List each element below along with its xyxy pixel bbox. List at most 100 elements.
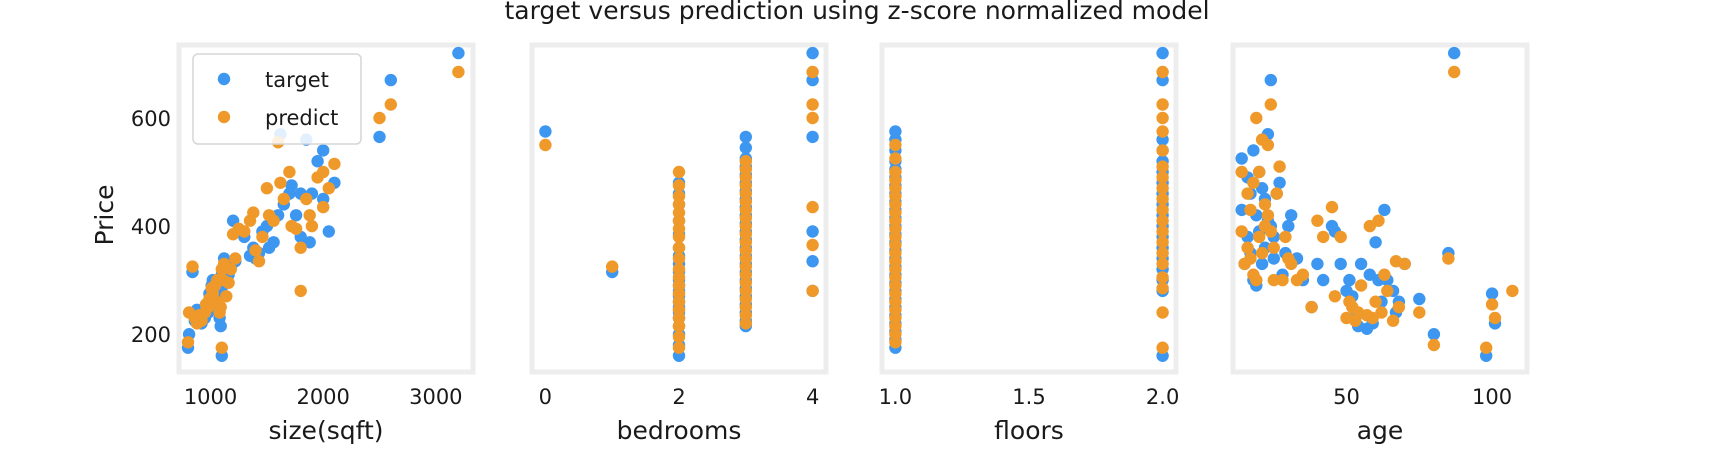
target-point — [1282, 219, 1295, 233]
predict-point — [252, 255, 266, 268]
predict-point — [672, 179, 686, 192]
target-point — [1427, 328, 1441, 341]
predict-point — [1267, 241, 1281, 254]
predict-point — [1480, 341, 1493, 354]
predict-point — [739, 155, 752, 168]
target-point — [1273, 176, 1286, 189]
target-point — [1334, 257, 1347, 271]
series-predict — [889, 65, 1169, 354]
predict-point — [1258, 198, 1272, 211]
predict-point — [1354, 279, 1368, 292]
y-axis-label: Price — [90, 185, 119, 246]
predict-point — [384, 98, 397, 111]
x-axis-label: size(sqft) — [268, 416, 383, 445]
predict-point — [806, 98, 819, 111]
x-tick-label: 0 — [539, 385, 552, 409]
target-point — [1413, 292, 1426, 306]
target-point — [1317, 273, 1330, 287]
predict-point — [1369, 295, 1382, 308]
predict-point — [1156, 111, 1169, 125]
predict-point — [305, 219, 319, 233]
predict-point — [1156, 125, 1169, 138]
target-point — [1354, 257, 1368, 271]
y-tick-label: 200 — [131, 323, 171, 347]
predict-point — [1156, 65, 1169, 79]
predict-point — [229, 252, 242, 265]
target-point — [285, 179, 298, 192]
predict-point — [1448, 65, 1461, 79]
x-axis-label: age — [1357, 416, 1404, 445]
predict-point — [1156, 271, 1169, 284]
predict-point — [1156, 214, 1169, 227]
target-point — [1448, 46, 1461, 60]
predict-point — [806, 200, 819, 214]
predict-point — [214, 300, 227, 314]
predict-point — [1156, 257, 1169, 271]
predict-point — [1156, 203, 1169, 217]
predict-point — [328, 157, 341, 171]
x-tick-label: 1.0 — [879, 385, 912, 409]
predict-point — [889, 152, 902, 165]
x-tick-label: 50 — [1333, 385, 1360, 409]
target-point — [739, 130, 752, 144]
predict-point — [1244, 252, 1257, 265]
predict-point — [1156, 236, 1169, 249]
predict-point — [1328, 290, 1342, 303]
predict-point — [1156, 192, 1169, 206]
predict-point — [238, 225, 251, 238]
x-tick-label: 3000 — [409, 385, 462, 409]
predict-point — [224, 263, 237, 276]
predict-point — [1273, 160, 1286, 173]
target-point — [1255, 257, 1269, 271]
predict-point — [806, 284, 819, 298]
predict-point — [181, 336, 195, 349]
predict-point — [1241, 241, 1254, 254]
predict-point — [1241, 187, 1254, 200]
x-axis-label: bedrooms — [617, 416, 742, 445]
predict-point — [222, 276, 235, 289]
target-point — [311, 155, 324, 168]
predict-point — [806, 65, 819, 79]
predict-point — [1506, 284, 1519, 298]
predict-point — [806, 238, 819, 252]
plot-frame — [879, 42, 1179, 375]
target-point — [806, 225, 819, 238]
predict-point — [260, 182, 274, 195]
predict-point — [1392, 300, 1406, 314]
target-point — [317, 144, 330, 157]
x-tick-label: 100 — [1472, 385, 1512, 409]
predict-point — [606, 260, 619, 273]
predict-point — [672, 165, 686, 179]
predict-point — [889, 165, 902, 179]
subplot-2: 0 2 4 bedrooms — [529, 42, 829, 445]
target-point — [1264, 73, 1278, 87]
predict-point — [220, 290, 233, 303]
target-point — [1285, 209, 1298, 222]
predict-point — [1250, 273, 1263, 287]
y-tick-label: 600 — [131, 107, 171, 131]
predict-point — [247, 206, 260, 219]
target-point — [806, 130, 819, 144]
predict-point — [1378, 268, 1391, 281]
predict-point — [1253, 230, 1266, 244]
predict-point — [1311, 214, 1324, 227]
predict-point — [1334, 230, 1347, 244]
predict-point — [1270, 187, 1283, 200]
x-axis-label: floors — [994, 416, 1064, 445]
target-point — [889, 125, 902, 138]
predict-point — [1375, 306, 1388, 319]
target-point — [1378, 203, 1391, 217]
predict-point — [1285, 257, 1298, 271]
target-point — [384, 73, 397, 87]
predict-point — [274, 176, 287, 189]
predict-point — [672, 341, 686, 354]
predict-point — [889, 138, 902, 152]
subplot-4: 50 100 age — [1230, 42, 1530, 445]
predict-point — [283, 165, 296, 179]
target-point — [1369, 236, 1382, 249]
predict-point — [539, 138, 552, 152]
y-tick-label: 400 — [131, 215, 171, 239]
predict-point — [1279, 230, 1292, 244]
predict-point — [1485, 298, 1499, 311]
